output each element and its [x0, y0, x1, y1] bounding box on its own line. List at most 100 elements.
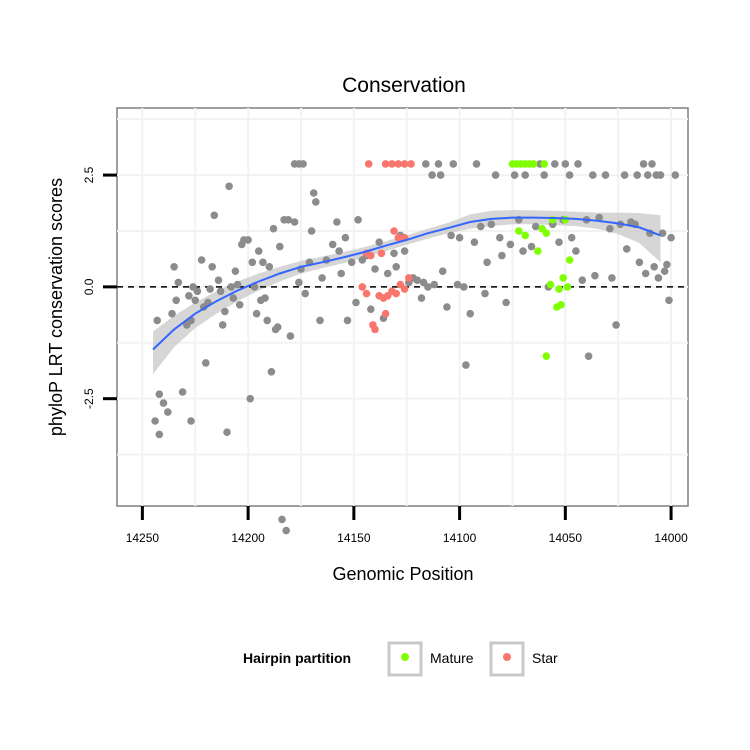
point-other: [301, 289, 310, 298]
point-other: [187, 417, 195, 425]
point-other: [392, 263, 401, 271]
point-other: [648, 160, 656, 168]
x-tick-label: 14200: [231, 531, 265, 545]
point-other: [606, 224, 614, 233]
point-other: [510, 171, 519, 179]
point-other: [352, 298, 360, 307]
point-other: [170, 263, 178, 271]
x-tick-label: 14150: [337, 531, 371, 545]
point-other: [667, 233, 675, 242]
point-other: [635, 258, 644, 267]
point-other: [265, 263, 274, 271]
point-other: [354, 216, 362, 224]
point-mature: [538, 224, 546, 233]
smooth-trend-line: [152, 216, 661, 351]
point-other: [259, 258, 267, 267]
point-other: [496, 233, 504, 242]
point-other: [206, 285, 214, 293]
point-other: [263, 316, 272, 325]
data-points: [151, 160, 680, 535]
point-other: [290, 218, 299, 226]
point-mature: [521, 231, 529, 240]
point-other: [371, 265, 379, 273]
point-other: [470, 238, 479, 246]
point-other: [671, 171, 680, 179]
point-other: [276, 242, 284, 251]
point-other: [172, 296, 180, 305]
point-star: [377, 249, 386, 258]
legend-label-mature: Mature: [430, 650, 474, 666]
point-other: [502, 298, 510, 307]
point-other: [476, 222, 485, 231]
point-other: [430, 280, 439, 289]
point-mature: [540, 160, 548, 168]
point-other: [608, 274, 616, 282]
point-other: [567, 233, 576, 242]
point-other: [519, 247, 527, 255]
point-other: [252, 309, 261, 318]
point-mature: [559, 274, 567, 282]
legend-key-mature: [401, 653, 409, 661]
point-other: [650, 263, 658, 271]
point-other: [665, 296, 673, 305]
point-other: [254, 247, 263, 255]
point-star: [388, 160, 396, 168]
x-axis-label: Genomic Position: [332, 564, 473, 584]
point-other: [540, 171, 548, 179]
point-other: [639, 160, 648, 168]
point-other: [498, 251, 506, 260]
point-other: [335, 247, 343, 255]
point-other: [337, 269, 346, 278]
point-other: [633, 171, 641, 179]
point-other: [453, 280, 462, 289]
y-axis-label: phyloP LRT conservation scores: [46, 178, 66, 436]
point-other: [347, 258, 356, 267]
point-other: [284, 216, 293, 224]
point-star: [394, 233, 403, 242]
point-other: [246, 394, 254, 403]
point-other: [299, 160, 307, 168]
point-other: [443, 303, 451, 311]
point-other: [383, 269, 392, 278]
x-tick-label: 14050: [549, 531, 583, 545]
point-star: [400, 160, 409, 168]
point-other: [375, 238, 384, 246]
point-other: [318, 274, 326, 282]
point-other: [417, 294, 426, 302]
point-other: [343, 316, 352, 325]
point-mature: [542, 352, 551, 361]
y-tick-label: 0.0: [82, 278, 96, 295]
point-other: [197, 256, 206, 264]
point-star: [371, 325, 379, 334]
point-other: [644, 171, 652, 179]
point-other: [210, 211, 219, 220]
point-other: [307, 227, 316, 235]
point-other: [654, 274, 663, 282]
point-star: [390, 227, 398, 235]
x-tick-label: 14000: [654, 531, 688, 545]
chart-title: Conservation: [342, 74, 466, 97]
point-mature: [565, 256, 574, 264]
y-tick-label: -2.5: [82, 388, 96, 409]
point-other: [483, 258, 491, 267]
point-other: [434, 160, 443, 168]
point-other: [208, 263, 216, 271]
point-other: [216, 287, 225, 296]
point-other: [491, 171, 500, 179]
point-other: [660, 267, 669, 276]
point-other: [612, 321, 620, 329]
point-other: [295, 278, 303, 287]
point-other: [328, 240, 337, 249]
point-other: [400, 247, 409, 255]
point-other: [656, 171, 665, 179]
point-other: [312, 198, 320, 206]
point-other: [390, 249, 398, 258]
point-other: [481, 289, 489, 298]
point-other: [267, 368, 276, 376]
point-other: [572, 247, 580, 255]
point-other: [202, 359, 210, 367]
x-tick-label: 14100: [443, 531, 477, 545]
point-other: [286, 332, 295, 340]
point-other: [584, 352, 593, 361]
point-other: [591, 271, 599, 280]
